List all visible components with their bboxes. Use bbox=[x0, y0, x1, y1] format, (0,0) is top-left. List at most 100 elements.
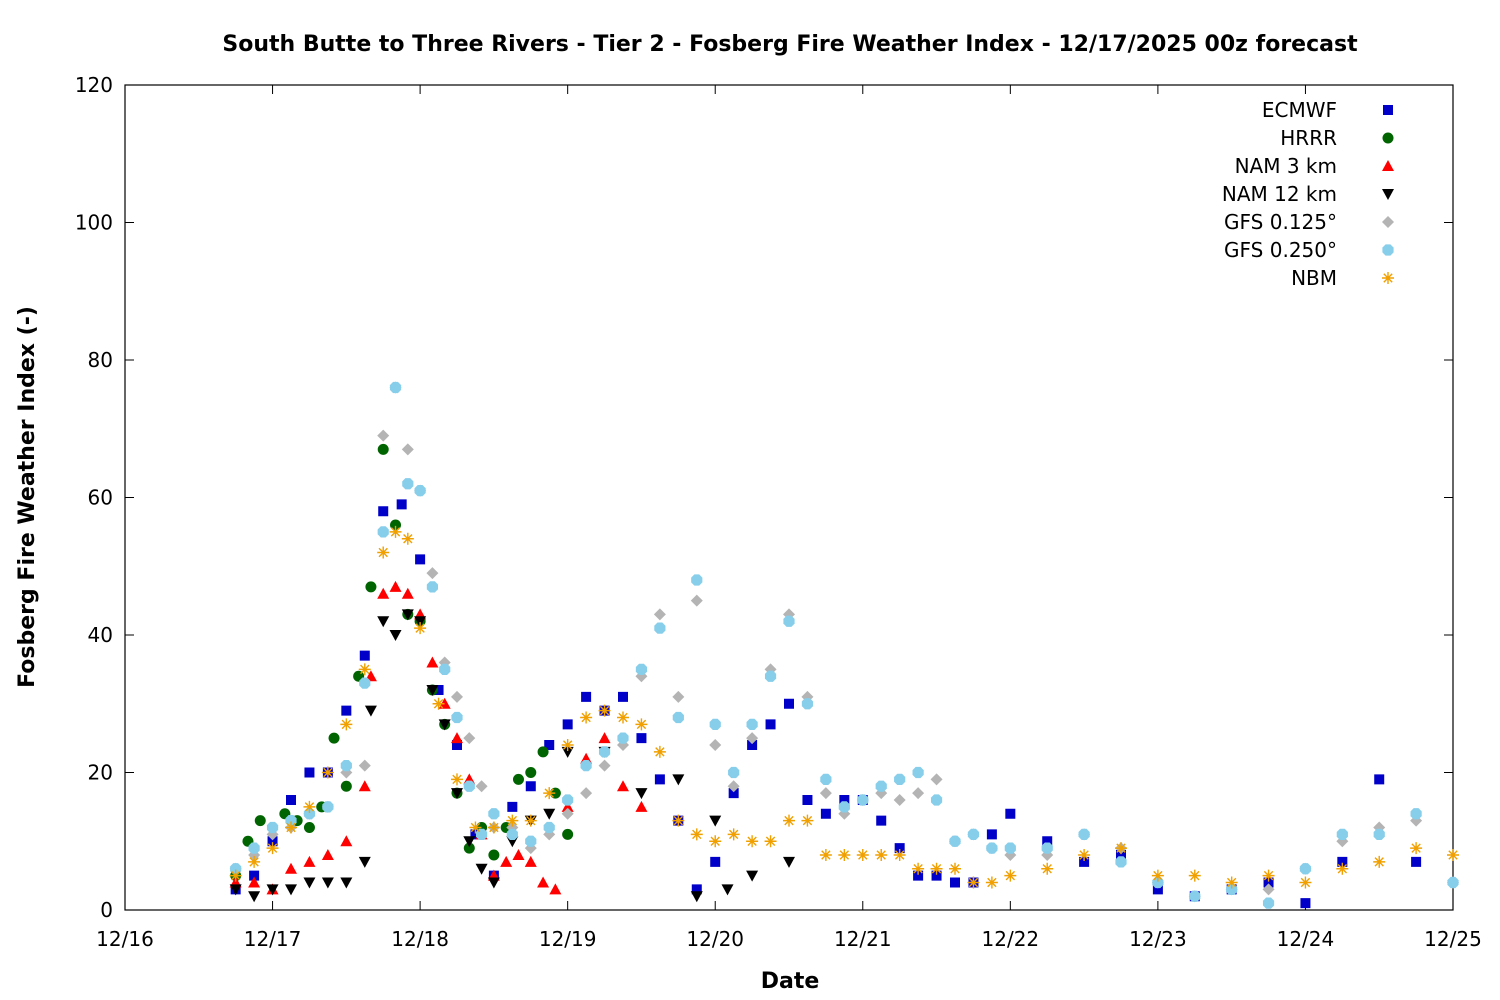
point-ecmwf bbox=[802, 795, 813, 805]
point-gfs-0-250 bbox=[598, 746, 611, 758]
series-nam-3-km bbox=[229, 580, 648, 895]
point-gfs-0-125 bbox=[819, 787, 832, 800]
point-nam-3-km bbox=[537, 876, 550, 888]
point-nbm bbox=[838, 849, 851, 861]
x-tick-label: 12/17 bbox=[244, 927, 302, 951]
x-axis: 12/16 12/17 12/18 12/19 12/20 12/21 12/22 12/23… bbox=[96, 85, 1482, 951]
point-ecmwf bbox=[747, 740, 758, 750]
point-nbm bbox=[893, 849, 906, 861]
point-gfs-0-250 bbox=[654, 622, 666, 634]
y-tick-label: 80 bbox=[88, 348, 113, 372]
point-gfs-0-250 bbox=[709, 718, 721, 730]
point-gfs-0-125 bbox=[709, 739, 722, 751]
series-nam-12-km bbox=[229, 609, 795, 903]
point-ecmwf bbox=[581, 691, 592, 702]
point-ecmwf bbox=[765, 719, 776, 730]
point-gfs-0-250 bbox=[580, 760, 592, 772]
point-nbm bbox=[967, 876, 980, 889]
point-gfs-0-125 bbox=[672, 690, 685, 703]
point-gfs-0-250 bbox=[1115, 856, 1127, 868]
point-gfs-0-250 bbox=[801, 698, 814, 710]
legend-label: NAM 3 km bbox=[1235, 154, 1337, 178]
point-gfs-0-125 bbox=[653, 608, 666, 621]
y-axis: 0 20 40 60 80 100 120 bbox=[75, 73, 1453, 922]
point-ecmwf bbox=[784, 698, 794, 709]
point-nam-3-km bbox=[377, 587, 390, 599]
point-gfs-0-250 bbox=[1336, 828, 1348, 840]
point-hrrr bbox=[254, 815, 266, 827]
point-gfs-0-250 bbox=[562, 794, 574, 806]
point-nbm bbox=[1041, 862, 1054, 875]
point-ecmwf bbox=[286, 795, 296, 805]
point-gfs-0-250 bbox=[389, 381, 402, 394]
point-nam-12-km bbox=[487, 877, 500, 889]
y-tick-label: 100 bbox=[75, 211, 113, 235]
point-hrrr bbox=[488, 849, 500, 861]
point-gfs-0-250 bbox=[986, 842, 998, 854]
point-ecmwf bbox=[1263, 877, 1274, 888]
point-gfs-0-250 bbox=[838, 801, 850, 813]
point-nam-12-km bbox=[635, 788, 648, 800]
point-nam-3-km bbox=[617, 780, 629, 792]
point-ecmwf bbox=[691, 884, 702, 895]
point-nbm bbox=[414, 622, 427, 635]
point-ecmwf bbox=[1374, 774, 1385, 785]
point-nbm bbox=[1447, 849, 1459, 861]
series-gfs-0-125 bbox=[229, 381, 1459, 903]
point-nbm bbox=[1410, 842, 1423, 855]
point-nbm bbox=[248, 855, 261, 868]
point-nbm bbox=[389, 525, 402, 538]
point-nbm bbox=[949, 862, 961, 875]
point-gfs-0-125 bbox=[561, 807, 574, 820]
point-nam-12-km bbox=[364, 705, 377, 717]
point-gfs-0-250 bbox=[543, 821, 555, 834]
point-nam-12-km bbox=[340, 877, 353, 889]
point-nbm bbox=[377, 546, 390, 559]
point-nam-12-km bbox=[451, 788, 463, 800]
series-ecmwf bbox=[230, 499, 1422, 909]
legend-label: GFS 0.250° bbox=[1224, 238, 1337, 262]
point-nam-3-km bbox=[512, 849, 525, 860]
point-ecmwf bbox=[359, 650, 370, 661]
point-nam-3-km bbox=[500, 855, 513, 867]
point-hrrr bbox=[525, 767, 537, 778]
point-gfs-0-125 bbox=[746, 732, 759, 745]
point-nbm bbox=[401, 532, 414, 545]
point-gfs-0-250 bbox=[414, 485, 426, 497]
point-nbm bbox=[672, 814, 685, 827]
point-nam-3-km bbox=[248, 876, 261, 888]
legend-label: HRRR bbox=[1280, 126, 1337, 150]
point-gfs-0-250 bbox=[728, 766, 740, 779]
point-ecmwf bbox=[562, 719, 573, 730]
point-gfs-0-250 bbox=[764, 670, 777, 682]
series-gfs-0-250 bbox=[230, 381, 1459, 909]
point-ecmwf bbox=[396, 499, 407, 510]
point-gfs-0-250 bbox=[1226, 883, 1238, 895]
point-nam-12-km bbox=[690, 891, 703, 903]
point-ecmwf bbox=[433, 685, 444, 695]
point-gfs-0-125 bbox=[401, 443, 414, 456]
point-gfs-0-250 bbox=[359, 677, 371, 689]
point-nam-12-km bbox=[321, 877, 334, 889]
point-nbm bbox=[801, 814, 814, 827]
point-gfs-0-250 bbox=[672, 711, 684, 724]
point-nbm bbox=[856, 849, 869, 861]
point-nam-12-km bbox=[303, 877, 316, 889]
point-nam-3-km bbox=[598, 732, 611, 744]
point-hrrr bbox=[562, 828, 574, 840]
point-nam-12-km bbox=[746, 870, 759, 882]
point-ecmwf bbox=[618, 691, 628, 702]
data-points bbox=[229, 381, 1459, 909]
point-gfs-0-125 bbox=[893, 794, 906, 806]
point-hrrr bbox=[377, 443, 389, 455]
point-ecmwf bbox=[636, 733, 647, 744]
point-ecmwf bbox=[710, 856, 721, 867]
point-gfs-0-125 bbox=[426, 567, 439, 580]
point-ecmwf bbox=[1300, 898, 1311, 909]
point-nam-3-km bbox=[549, 883, 562, 895]
point-nam-3-km bbox=[524, 855, 537, 867]
point-gfs-0-250 bbox=[285, 815, 297, 827]
point-nam-12-km bbox=[389, 630, 402, 641]
point-gfs-0-250 bbox=[820, 773, 832, 785]
